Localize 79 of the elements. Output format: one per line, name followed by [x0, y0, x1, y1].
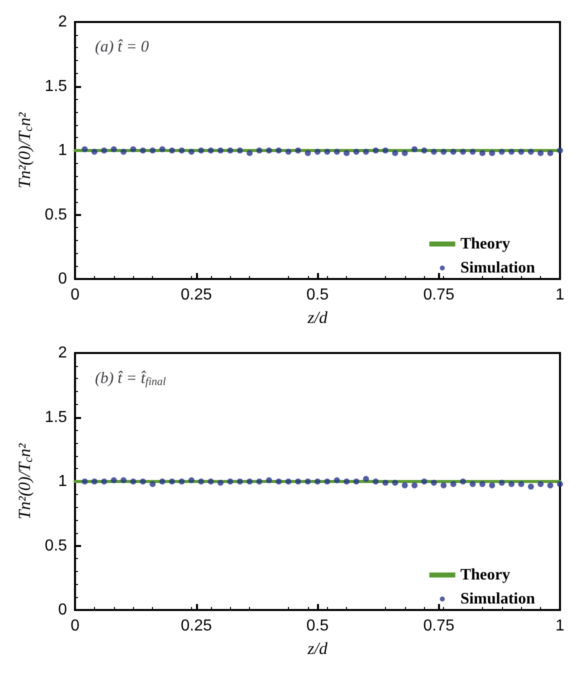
point — [246, 478, 253, 484]
point — [101, 478, 108, 484]
point — [82, 478, 88, 484]
point — [460, 478, 466, 484]
point — [314, 478, 321, 484]
point — [518, 481, 524, 488]
point — [218, 480, 224, 486]
y-tick-label: 1.5 — [44, 78, 68, 95]
x-tick-label: 1 — [556, 286, 565, 304]
x-tick-label: 0.25 — [180, 618, 212, 634]
legend-label: Theory — [460, 236, 510, 252]
point — [110, 477, 117, 484]
legend-label: Simulation — [460, 260, 536, 276]
x-axis-title: z/d — [306, 639, 328, 658]
point — [489, 482, 496, 488]
point — [120, 477, 127, 484]
x-tick-label: 0.75 — [423, 618, 454, 634]
point — [188, 477, 194, 484]
y-tick-label: 2 — [58, 344, 68, 362]
y-tick-label: 1 — [58, 142, 68, 159]
point — [528, 484, 534, 490]
legend-label: Simulation — [460, 590, 536, 608]
point — [304, 478, 311, 484]
x-tick-label: 1 — [556, 618, 565, 634]
x-tick-label: 0 — [70, 286, 80, 304]
point — [266, 477, 272, 484]
point — [421, 478, 428, 484]
y-tick-label: 1.5 — [44, 408, 68, 426]
point — [324, 478, 330, 484]
point — [382, 480, 388, 486]
point — [169, 478, 176, 484]
y-axis-title: Tn²(0)/Tcn² — [15, 442, 35, 520]
point — [353, 478, 360, 484]
point — [498, 480, 505, 486]
point — [392, 480, 398, 486]
point — [208, 478, 214, 484]
point — [402, 482, 408, 488]
point — [150, 481, 156, 488]
y-tick-label: 0.5 — [44, 206, 68, 224]
point — [140, 478, 146, 484]
x-axis-title: z/d — [306, 308, 328, 327]
point — [276, 478, 282, 484]
point — [479, 481, 486, 488]
y-tick-label: 1 — [58, 473, 68, 490]
point — [159, 478, 166, 484]
point — [547, 482, 554, 488]
x-tick-label: 0 — [70, 618, 80, 634]
x-tick-label: 0.25 — [180, 286, 212, 304]
text: (a) t̂ = 0 — [95, 38, 149, 56]
x-tick-label: 0.5 — [306, 286, 329, 304]
x-tick-label: 0.75 — [423, 286, 454, 304]
y-tick-label: 0.5 — [44, 537, 68, 554]
point — [440, 482, 447, 488]
y-tick-label: 0 — [58, 270, 68, 288]
point — [256, 478, 262, 484]
point — [198, 478, 204, 484]
point — [470, 481, 476, 488]
point — [538, 481, 544, 488]
point — [430, 480, 437, 486]
y-tick-label: 0 — [58, 602, 68, 618]
point — [557, 481, 563, 488]
point — [450, 481, 456, 488]
point — [295, 478, 302, 484]
point — [344, 478, 350, 484]
legend-label: Theory — [460, 566, 510, 584]
point — [508, 481, 515, 488]
x-tick-label: 0.5 — [306, 618, 329, 634]
point — [372, 478, 379, 484]
point — [178, 478, 185, 484]
point — [412, 482, 418, 488]
point — [130, 478, 136, 484]
y-axis-title: Tn²(0)/Tcn² — [15, 112, 35, 188]
point — [91, 478, 98, 484]
point — [285, 478, 292, 484]
point — [334, 477, 340, 484]
y-tick-label: 2 — [58, 14, 68, 30]
point — [236, 478, 243, 484]
point — [227, 478, 234, 484]
point — [363, 476, 370, 482]
